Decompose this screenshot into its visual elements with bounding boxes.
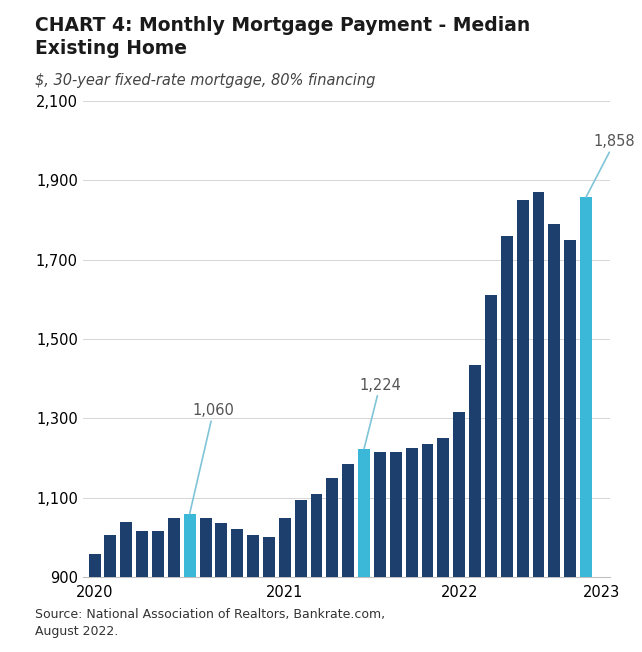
Bar — [120, 522, 132, 577]
Bar — [295, 499, 307, 577]
Bar — [517, 200, 528, 577]
Text: 1,060: 1,060 — [189, 404, 234, 514]
Bar — [152, 531, 164, 577]
Bar — [247, 535, 259, 577]
Bar — [136, 531, 148, 577]
Bar — [311, 494, 322, 577]
Bar — [184, 514, 196, 577]
Bar — [580, 197, 592, 577]
Bar — [168, 518, 180, 577]
Bar — [437, 438, 449, 577]
Bar — [89, 554, 101, 577]
Bar — [533, 192, 544, 577]
Text: 1,224: 1,224 — [359, 378, 401, 449]
Bar — [358, 449, 370, 577]
Bar — [564, 240, 577, 577]
Bar — [342, 464, 354, 577]
Bar — [485, 295, 497, 577]
Text: 1,858: 1,858 — [586, 134, 636, 197]
Bar — [279, 518, 291, 577]
Bar — [469, 365, 481, 577]
Bar — [422, 444, 433, 577]
Bar — [501, 236, 513, 577]
Bar — [105, 535, 116, 577]
Bar — [374, 452, 386, 577]
Bar — [216, 524, 227, 577]
Bar — [453, 413, 465, 577]
Bar — [327, 478, 338, 577]
Bar — [231, 529, 243, 577]
Bar — [390, 452, 402, 577]
Bar — [200, 518, 211, 577]
Text: Source: National Association of Realtors, Bankrate.com,
August 2022.: Source: National Association of Realtors… — [35, 608, 385, 638]
Bar — [263, 537, 275, 577]
Bar — [548, 224, 560, 577]
Bar — [406, 448, 418, 577]
Text: $, 30-year fixed-rate mortgage, 80% financing: $, 30-year fixed-rate mortgage, 80% fina… — [35, 73, 376, 88]
Text: CHART 4: Monthly Mortgage Payment - Median
Existing Home: CHART 4: Monthly Mortgage Payment - Medi… — [35, 16, 530, 58]
